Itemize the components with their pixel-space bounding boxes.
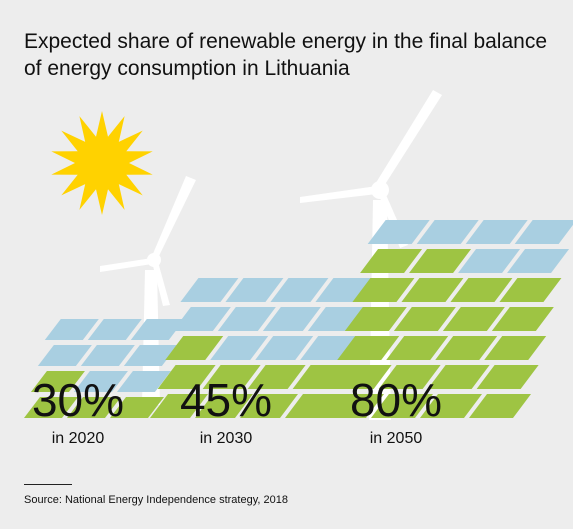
solar-panel-cell (73, 371, 128, 392)
solar-panel-cell (367, 220, 430, 244)
sun-icon (51, 111, 153, 215)
solar-panel-cell (67, 397, 121, 418)
solar-panel-cell (116, 371, 171, 392)
solar-panel-cell (329, 365, 392, 389)
solar-panel-cell (202, 365, 261, 389)
solar-panel-cell (427, 365, 490, 389)
solar-panel-cell (123, 345, 178, 366)
solar-panel-cell (37, 345, 92, 366)
solar-panel-cell (210, 336, 269, 360)
solar-panel-cell (87, 319, 142, 340)
solar-panels (24, 220, 573, 418)
solar-panel-cell (409, 249, 472, 273)
solar-panel-cell (44, 319, 99, 340)
solar-panel-cell (435, 336, 498, 360)
solar-panel-cell (420, 394, 482, 418)
solar-panel-cell (30, 371, 85, 392)
solar-panel-cell (217, 307, 276, 331)
solar-panel-cell (344, 307, 407, 331)
source-note: Source: National Energy Independence str… (24, 494, 288, 506)
solar-panel-cell (165, 336, 224, 360)
solar-panel-cell (476, 365, 539, 389)
bar-value-label: 45% (180, 374, 272, 426)
solar-panel-cell (499, 278, 562, 302)
bar-value-label: 80% (350, 374, 442, 426)
solar-panel-cell (180, 278, 239, 302)
infographic-art: 30% in 2020 45% in 2030 80% in 2050 (24, 90, 573, 447)
category-label: in 2020 (52, 430, 105, 447)
solar-panel-cell (450, 278, 513, 302)
solar-panel-cell (378, 365, 441, 389)
solar-panel-cell (371, 394, 433, 418)
solar-panel-cell (352, 278, 415, 302)
solar-panel-cell (150, 394, 208, 418)
solar-panel-cell (386, 336, 449, 360)
category-label: in 2050 (370, 430, 423, 447)
solar-panel-cell (360, 249, 423, 273)
solar-panel-cell (491, 307, 554, 331)
divider (24, 484, 72, 485)
solar-panel-cell (130, 319, 185, 340)
solar-panel-cell (465, 220, 528, 244)
bar-value-label: 30% (32, 374, 124, 426)
solar-panel-cell (240, 394, 298, 418)
solar-panel-cell (337, 336, 400, 360)
solar-panel-cell (157, 365, 216, 389)
solar-panel-cell (255, 336, 314, 360)
solar-panel-cell (442, 307, 505, 331)
category-label: in 2030 (200, 430, 253, 447)
solar-panel-cell (24, 397, 78, 418)
solar-panel-cell (247, 365, 306, 389)
solar-panel-cell (225, 278, 284, 302)
solar-panel-cell (416, 220, 479, 244)
solar-panel-cell (514, 220, 573, 244)
solar-panel-cell (458, 249, 521, 273)
solar-panel-cell (484, 336, 547, 360)
solar-panel-cell (172, 307, 231, 331)
solar-panel-cell (393, 307, 456, 331)
solar-panel-cell (469, 394, 531, 418)
solar-panel-cell (270, 278, 329, 302)
solar-panel-cell (401, 278, 464, 302)
solar-panel-cell (322, 394, 384, 418)
solar-panel-cell (507, 249, 570, 273)
solar-panel-cell (80, 345, 135, 366)
chart-title: Expected share of renewable energy in th… (24, 30, 548, 80)
solar-panel-cell (110, 397, 164, 418)
solar-panel-cell (195, 394, 253, 418)
solar-panel-cell (262, 307, 321, 331)
